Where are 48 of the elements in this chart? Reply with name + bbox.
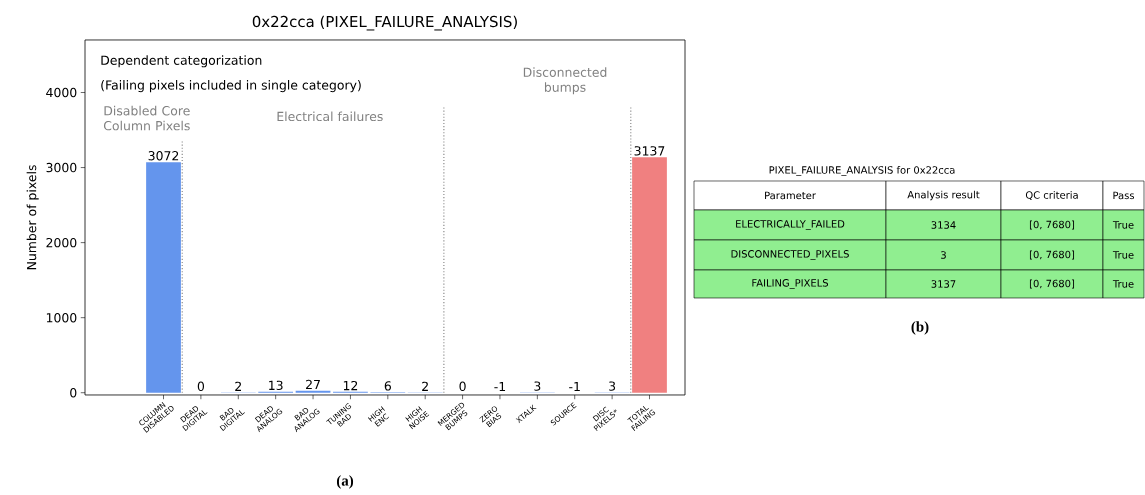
data-label: 2 — [422, 381, 428, 391]
bar — [146, 162, 181, 393]
y-tick-label: 1000 — [46, 312, 77, 323]
data-label: 12 — [343, 380, 358, 391]
annotation: Electrical failures — [277, 111, 383, 122]
text: FAILING_PIXELS — [752, 279, 829, 289]
text: 3 — [941, 251, 946, 259]
data-label: -1 — [569, 382, 580, 392]
data-label: 3 — [534, 381, 541, 391]
y-tick-label: 0 — [70, 388, 77, 398]
annotation: Disabled Core Column Pixels — [103, 105, 190, 131]
text: Pass — [1113, 191, 1135, 200]
text: 3134 — [931, 221, 956, 229]
text: PIXEL_FAILURE_ANALYSIS for 0x22cca — [769, 166, 955, 176]
data-label: 3 — [609, 381, 616, 391]
data-label: 0 — [459, 381, 466, 392]
data-label: 3137 — [634, 146, 665, 156]
annotation: (Failing pixels included in single category) — [101, 80, 361, 93]
data-label: -1 — [494, 382, 506, 392]
text: [0, 7680] — [1029, 250, 1075, 260]
annotation: Disconnected bumps — [523, 67, 607, 95]
text: [0, 7680] — [1029, 279, 1075, 289]
text: (a) — [336, 475, 354, 489]
y-tick-label: 3000 — [46, 162, 77, 173]
text: QC criteria — [1025, 191, 1078, 200]
bar — [295, 390, 331, 393]
text: True — [1112, 280, 1134, 288]
annotation: Dependent categorization — [101, 55, 262, 68]
data-label: 2 — [235, 381, 241, 391]
data-label: 6 — [384, 381, 391, 391]
bar — [632, 157, 667, 393]
data-label: 13 — [269, 380, 283, 391]
y-tick-label: 2000 — [46, 237, 77, 248]
data-label: 3072 — [148, 151, 179, 161]
data-label: 27 — [306, 379, 320, 390]
text: (b) — [911, 321, 929, 335]
text: Analysis result — [907, 190, 980, 201]
text: DISCONNECTED_PIXELS — [731, 250, 849, 260]
y-tick-label: 4000 — [46, 87, 77, 98]
text: True — [1112, 221, 1134, 229]
text: True — [1112, 251, 1134, 259]
text: 3137 — [931, 280, 956, 288]
chart-title: 0x22cca (PIXEL_FAILURE_ANALYSIS) — [252, 15, 517, 31]
y-axis-title: Number of pixels — [26, 165, 39, 270]
data-label: 0 — [197, 381, 205, 392]
text: ELECTRICALLY_FAILED — [736, 220, 845, 230]
text: Parameter — [765, 191, 816, 200]
text: [0, 7680] — [1029, 220, 1075, 230]
